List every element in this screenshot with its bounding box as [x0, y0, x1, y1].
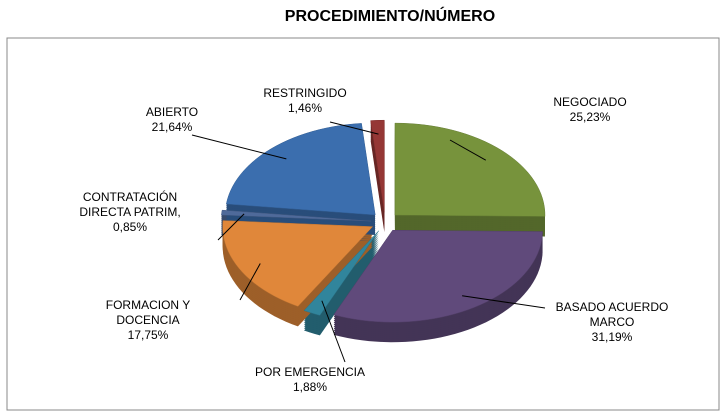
- slice-label: RESTRINGIDO: [263, 86, 347, 100]
- slice-label: BASADO ACUERDO MARCO: [555, 300, 669, 329]
- slice: [225, 123, 376, 216]
- value-label: 17,75%: [127, 328, 169, 342]
- slice-label: POR EMERGENCIA: [254, 365, 365, 379]
- slice-label: ABIERTO: [145, 105, 199, 119]
- value-label: 1,46%: [287, 101, 323, 115]
- slice-label: CONTRATACIÓN DIRECTA PATRIM,: [79, 190, 181, 219]
- slice: [333, 229, 543, 323]
- leader-line: [239, 263, 261, 301]
- value-label: 0,85%: [112, 220, 148, 234]
- slice: [370, 119, 385, 213]
- slice: [221, 209, 372, 222]
- chart-title: PROCEDIMIENTO/NÚMERO: [284, 8, 496, 25]
- leader-line: [321, 300, 346, 363]
- leader-line: [462, 295, 546, 309]
- leader-line: [449, 139, 487, 161]
- slice-label: NEGOCIADO: [553, 95, 627, 109]
- plot-frame: [6, 37, 720, 411]
- slice: [394, 122, 546, 217]
- leader-line: [217, 213, 245, 241]
- leader-line: [329, 121, 379, 135]
- value-label: 25,23%: [569, 110, 611, 124]
- slice: [303, 230, 379, 316]
- leader-line: [191, 134, 287, 160]
- value-label: 31,19%: [591, 330, 633, 344]
- value-label: 21,64%: [151, 120, 193, 134]
- value-label: 1,88%: [292, 380, 328, 394]
- slice-label: FORMACION Y DOCENCIA: [105, 298, 191, 327]
